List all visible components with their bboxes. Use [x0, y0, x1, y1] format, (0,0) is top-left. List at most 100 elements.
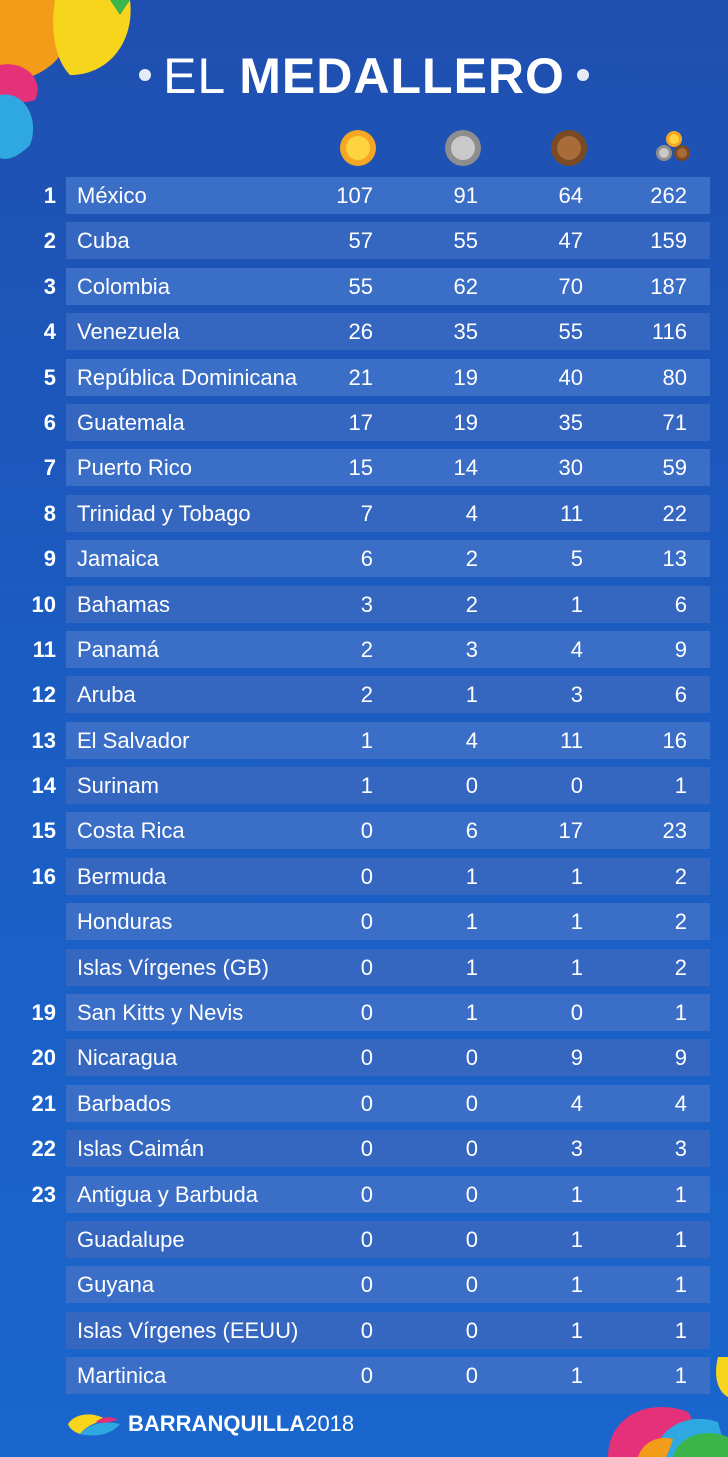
rank-cell: 7 [43, 455, 56, 481]
silver-count-cell: 3 [465, 636, 478, 662]
gold-count-cell: 0 [360, 1136, 373, 1162]
table-row: Islas Vírgenes (GB) 0 1 1 2 [0, 948, 728, 986]
bronze-count-cell: 1 [570, 1317, 583, 1343]
table-row: 16 Bermuda 0 1 1 2 [0, 857, 728, 895]
rank-cell: 15 [31, 818, 56, 844]
country-cell: Guadalupe [77, 1226, 185, 1252]
gold-count-cell: 0 [360, 818, 373, 844]
footer-brand: BARRANQUILLA2018 [66, 1408, 354, 1440]
silver-count-cell: 0 [465, 1226, 478, 1252]
total-count-cell: 22 [662, 500, 687, 526]
top-left-decoration [0, 0, 131, 159]
table-row: 1 México 107 91 64 262 [0, 177, 728, 214]
silver-count-cell: 19 [453, 409, 478, 435]
bronze-count-cell: 3 [570, 1136, 583, 1162]
bronze-count-cell: 1 [570, 954, 583, 980]
bronze-count-cell: 4 [570, 636, 583, 662]
country-cell: Guyana [77, 1272, 155, 1298]
country-cell: Islas Vírgenes (GB) [77, 954, 269, 980]
bronze-count-cell: 55 [558, 319, 583, 345]
rank-cell: 3 [43, 273, 56, 299]
country-cell: Islas Vírgenes (EEUU) [77, 1317, 299, 1343]
rank-cell: 11 [32, 636, 56, 662]
gold-count-cell: 0 [360, 1363, 373, 1389]
table-row: 9 Jamaica 6 2 5 13 [0, 540, 728, 578]
page-title: EL MEDALLERO [0, 46, 728, 106]
silver-count-cell: 0 [465, 1317, 478, 1343]
title-dot-left [139, 68, 152, 81]
silver-count-cell: 19 [453, 364, 478, 390]
bronze-count-cell: 1 [570, 909, 583, 935]
rank-cell: 21 [31, 1090, 56, 1116]
row-bar [66, 177, 710, 214]
table-row: 20 Nicaragua 0 0 9 9 [0, 1039, 728, 1077]
total-count-cell: 4 [674, 1090, 687, 1116]
silver-count-cell: 0 [465, 1045, 478, 1071]
row-bar [66, 313, 710, 351]
footer-brand-name: BARRANQUILLA [128, 1411, 306, 1436]
row-bar [66, 449, 710, 487]
gold-count-cell: 0 [360, 1317, 373, 1343]
country-cell: Panamá [77, 636, 159, 662]
country-cell: Cuba [77, 228, 130, 254]
bottom-right-decoration [608, 1357, 728, 1457]
silver-count-cell: 1 [465, 909, 478, 935]
silver-count-cell: 0 [465, 773, 478, 799]
title-dot-right [576, 68, 589, 81]
bronze-count-cell: 1 [570, 1363, 583, 1389]
country-cell: Honduras [77, 909, 173, 935]
country-cell: El Salvador [77, 727, 190, 753]
silver-count-cell: 35 [453, 319, 478, 345]
bronze-count-cell: 70 [558, 273, 583, 299]
rank-cell: 22 [31, 1136, 56, 1162]
table-row: 12 Aruba 2 1 3 6 [0, 676, 728, 714]
total-count-cell: 6 [674, 591, 687, 617]
table-row: 23 Antigua y Barbuda 0 0 1 1 [0, 1175, 728, 1213]
country-cell: Colombia [77, 273, 170, 299]
silver-count-cell: 1 [465, 954, 478, 980]
gold-count-cell: 57 [348, 228, 373, 254]
total-count-cell: 1 [674, 1000, 687, 1026]
table-row: 14 Surinam 1 0 0 1 [0, 767, 728, 805]
silver-count-cell: 1 [465, 1000, 478, 1026]
row-bar [66, 1084, 710, 1122]
rank-cell: 19 [31, 1000, 56, 1026]
row-bar [66, 1357, 710, 1395]
bronze-count-cell: 47 [558, 228, 583, 254]
table-row: 11 Panamá 2 3 4 9 [0, 630, 728, 668]
total-count-cell: 2 [674, 954, 687, 980]
gold-count-cell: 0 [360, 1226, 373, 1252]
rank-cell: 2 [43, 228, 56, 254]
country-cell: San Kitts y Nevis [77, 1000, 244, 1026]
silver-count-cell: 0 [465, 1363, 478, 1389]
row-bar [66, 812, 710, 850]
total-count-cell: 80 [662, 364, 687, 390]
rank-cell: 9 [43, 546, 56, 572]
total-count-cell: 116 [651, 319, 687, 345]
row-bar [66, 585, 710, 623]
total-count-cell: 23 [662, 818, 687, 844]
row-bar [66, 721, 710, 759]
medal-table: 1 México 107 91 64 262 2 Cuba 57 55 47 159 3 Colombia… [0, 177, 728, 1403]
country-cell: Barbados [77, 1090, 172, 1116]
gold-count-cell: 2 [360, 682, 373, 708]
country-cell: Nicaragua [77, 1045, 178, 1071]
total-count-cell: 6 [674, 682, 687, 708]
gold-count-cell: 0 [360, 1090, 373, 1116]
row-bar [66, 1130, 710, 1168]
rank-cell: 23 [31, 1181, 56, 1207]
table-row: Guadalupe 0 0 1 1 [0, 1220, 728, 1258]
bronze-count-cell: 17 [558, 818, 583, 844]
row-bar [66, 1039, 710, 1077]
total-count-cell: 1 [674, 773, 687, 799]
gold-count-cell: 55 [348, 273, 373, 299]
country-cell: Puerto Rico [77, 455, 192, 481]
row-bar [66, 903, 710, 941]
row-bar [66, 358, 710, 396]
total-count-cell: 1 [674, 1181, 687, 1207]
bronze-count-cell: 30 [558, 455, 583, 481]
rank-cell: 20 [31, 1045, 56, 1071]
total-count-cell: 159 [650, 228, 687, 254]
gold-count-cell: 0 [360, 1045, 373, 1071]
table-row: 8 Trinidad y Tobago 7 4 11 22 [0, 494, 728, 532]
